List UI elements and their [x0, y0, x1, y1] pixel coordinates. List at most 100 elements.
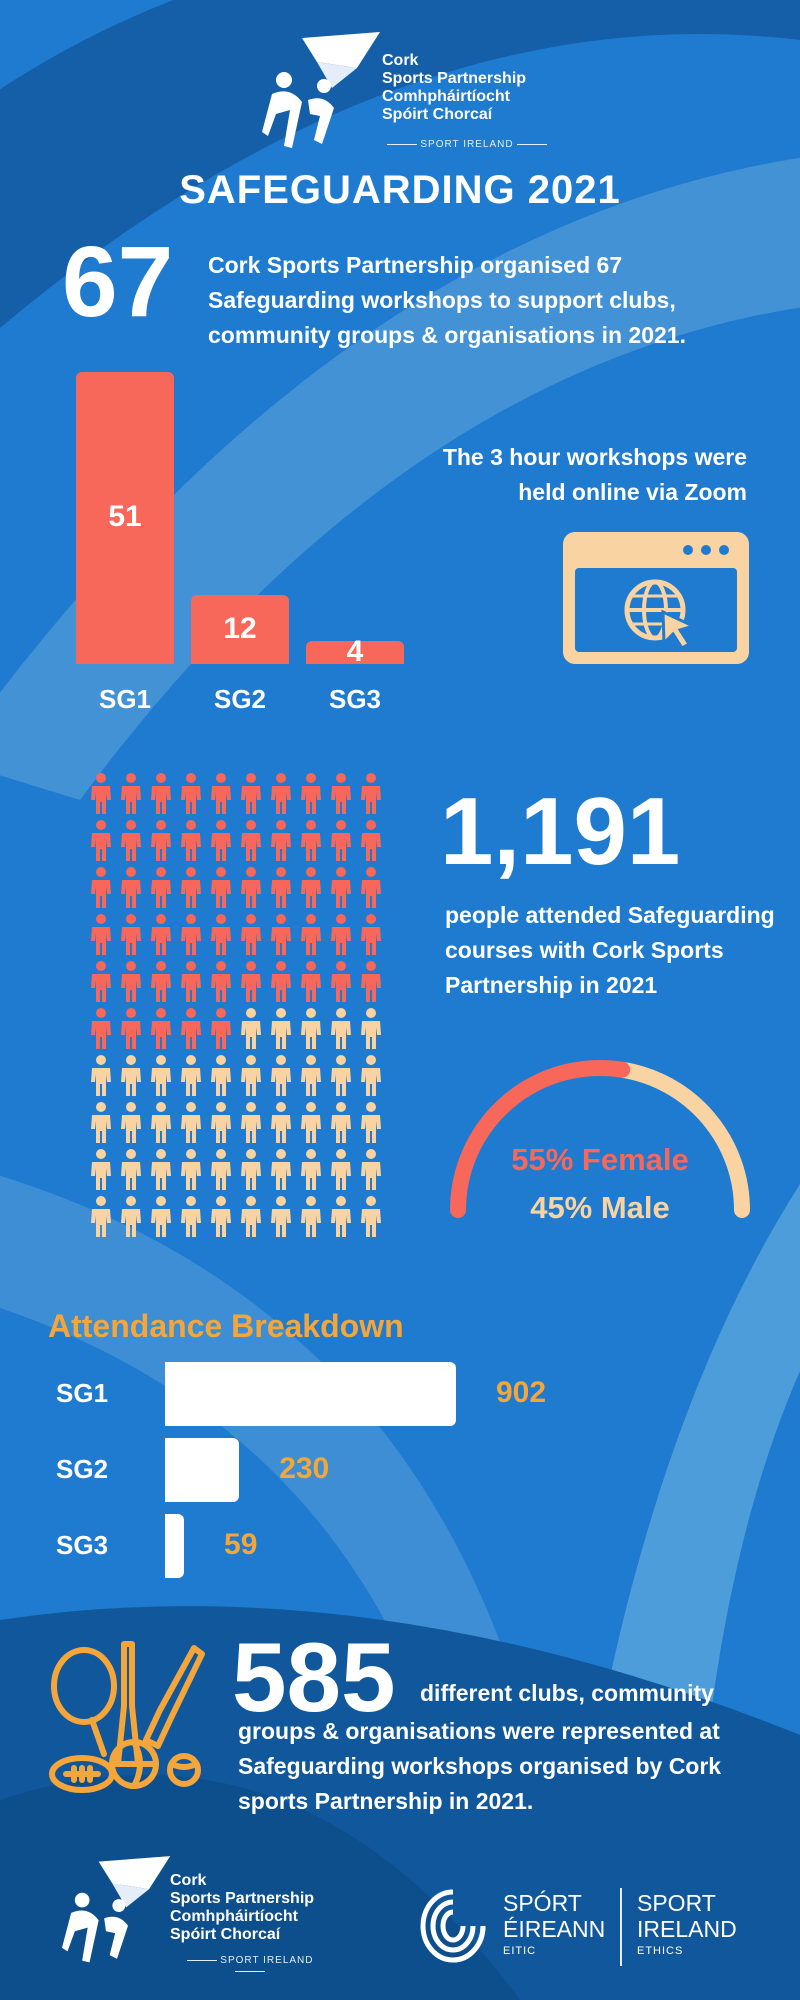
person-icon [241, 820, 261, 861]
logo-divider-right [517, 143, 548, 145]
clubs-number: 585 [232, 1622, 396, 1732]
person-icon [181, 1008, 201, 1049]
person-icon [151, 1008, 171, 1049]
person-icon [181, 820, 201, 861]
browser-globe-icon [563, 532, 749, 664]
logo-line-irish-2: Spóirt Chorcaí [382, 106, 493, 123]
person-icon [121, 1008, 141, 1049]
footer-logo-line-sports-partnership: Sports Partnership [170, 1890, 315, 1907]
person-icon [151, 961, 171, 1002]
person-icon [181, 1149, 201, 1190]
person-icon [91, 961, 111, 1002]
person-icon [151, 820, 171, 861]
person-icon [241, 1149, 261, 1190]
person-icon [331, 820, 351, 861]
people-grid [91, 773, 381, 1237]
person-icon [151, 1196, 171, 1237]
workshops-number: 67 [62, 226, 174, 338]
person-icon [91, 914, 111, 955]
footer-ethics-en: ETHICS [637, 1945, 684, 1957]
gender-gauge [450, 1060, 750, 1218]
person-icon [361, 820, 381, 861]
male-label: 45% Male [530, 1190, 670, 1225]
footer-logo-divider-left [186, 1959, 217, 1961]
person-icon [241, 914, 261, 955]
person-icon [271, 773, 291, 814]
logo-divider-left [386, 143, 417, 145]
attendance-breakdown-title: Attendance Breakdown [48, 1308, 404, 1344]
person-icon [121, 820, 141, 861]
person-icon [211, 1102, 231, 1143]
footer-sport-ga: SPÓRT [503, 1890, 582, 1916]
person-icon [241, 961, 261, 1002]
person-icon [91, 773, 111, 814]
person-icon [151, 773, 171, 814]
workshop-bar-label: SG2 [213, 684, 267, 714]
footer-divider [620, 1888, 622, 1966]
person-icon [271, 914, 291, 955]
attendance-number: 1,191 [440, 778, 681, 885]
person-icon [361, 1102, 381, 1143]
attendance-bar-sg2 [165, 1438, 240, 1502]
person-icon [361, 961, 381, 1002]
workshop-bar-sg1: 51 [76, 372, 174, 664]
clubs-text-inline: different clubs, community [420, 1680, 714, 1706]
gauge-male-arc [614, 1061, 750, 1218]
person-icon [241, 1196, 261, 1237]
person-icon [301, 1196, 321, 1237]
person-icon [271, 1055, 291, 1096]
attendance-bar-label: SG3 [56, 1530, 109, 1560]
person-icon [151, 1149, 171, 1190]
person-icon [331, 1102, 351, 1143]
person-icon [121, 773, 141, 814]
person-icon [241, 773, 261, 814]
person-icon [211, 1008, 231, 1049]
gauge-female-arc [450, 1060, 631, 1218]
workshop-bar-label: SG3 [328, 684, 382, 714]
person-icon [241, 867, 261, 908]
person-icon [331, 961, 351, 1002]
person-icon [301, 1055, 321, 1096]
person-icon [361, 1055, 381, 1096]
person-icon [301, 961, 321, 1002]
person-icon [211, 961, 231, 1002]
footer-sport-en: SPORT [637, 1890, 716, 1916]
person-icon [121, 961, 141, 1002]
footer-logo-line-cork: Cork [170, 1872, 207, 1889]
sport-ireland-spiral-icon [420, 1889, 486, 1963]
logo-line-cork: Cork [382, 52, 419, 69]
person-icon [241, 1055, 261, 1096]
person-icon [301, 1149, 321, 1190]
workshop-bar-sg3: 4 [306, 635, 404, 668]
person-icon [331, 1149, 351, 1190]
person-icon [91, 1055, 111, 1096]
person-icon [181, 914, 201, 955]
workshop-bar-value: 12 [223, 611, 257, 645]
attendance-bar-value: 902 [496, 1376, 547, 1409]
person-icon [241, 1008, 261, 1049]
person-icon [361, 1149, 381, 1190]
logo-line-irish-1: Comhpháirtíocht [382, 88, 510, 105]
person-icon [91, 867, 111, 908]
person-icon [361, 914, 381, 955]
logo-sport-ireland: SPORT IRELAND [420, 139, 514, 150]
person-icon [211, 914, 231, 955]
person-icon [121, 1055, 141, 1096]
footer-logo-line-irish-2: Spóirt Chorcaí [170, 1926, 281, 1943]
workshop-bar-sg2: 12 [191, 595, 289, 664]
person-icon [331, 1055, 351, 1096]
person-icon [331, 914, 351, 955]
person-icon [121, 1149, 141, 1190]
footer-logo-line-irish-1: Comhpháirtíocht [170, 1908, 298, 1925]
person-icon [211, 867, 231, 908]
workshop-bar-label: SG1 [98, 684, 152, 714]
person-icon [121, 867, 141, 908]
workshop-bar-value: 4 [346, 634, 364, 668]
attendance-bar-sg1 [165, 1362, 456, 1426]
online-text: The 3 hour workshops were held online vi… [442, 444, 747, 505]
person-icon [211, 1149, 231, 1190]
footer-logo-sport-ireland: SPORT IRELAND [220, 1955, 314, 1966]
person-icon [181, 1102, 201, 1143]
footer-ireland-en: IRELAND [637, 1916, 737, 1942]
person-icon [181, 1055, 201, 1096]
